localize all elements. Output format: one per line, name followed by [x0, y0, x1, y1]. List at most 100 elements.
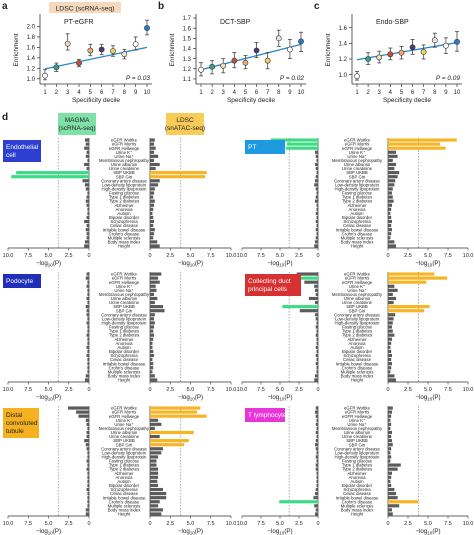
ldsc-bar: [150, 353, 155, 358]
trait-label: Irritable bowel disease: [336, 227, 379, 232]
magma-bar: [86, 487, 89, 492]
ldsc-x-tick-label: 10.0: [463, 521, 474, 527]
trait-label: Type 2 diabetes: [342, 333, 372, 338]
trait-label: Coronary artery disease: [334, 178, 380, 183]
ldsc-bar: [150, 426, 155, 430]
magma-bar: [87, 479, 89, 483]
trait-label: Schizophrenia: [343, 353, 371, 358]
magma-bar: [314, 492, 318, 496]
magma-bar: [315, 422, 318, 426]
y-tick-label: 1.4: [27, 56, 36, 62]
data-point: [64, 40, 71, 47]
trait-label: Crohn's disease: [109, 365, 140, 370]
magma-bar: [299, 309, 318, 313]
trait-label: Type 1 diabetes: [342, 329, 372, 334]
magma-bar: [86, 166, 89, 171]
magma-bar: [316, 370, 318, 374]
trait-label: eGFR Morris: [112, 142, 137, 147]
ldsc-bar: [388, 422, 392, 426]
trait-label: Crohn's disease: [342, 365, 373, 370]
magma-bar: [315, 463, 318, 467]
y-tick-label: 1.0: [339, 73, 348, 79]
magma-bar: [85, 142, 89, 146]
magma-bar: [85, 305, 89, 309]
magma-bar: [87, 475, 89, 479]
trait-label: Irritable bowel disease: [103, 361, 146, 366]
trait-label: Bipolar disorder: [109, 483, 140, 488]
ldsc-bar: [388, 362, 392, 366]
trait-label: SBP Giri: [349, 442, 365, 447]
ldsc-bar: [150, 162, 160, 167]
magma-bar: [85, 154, 89, 158]
trait-label: Type 2 diabetes: [109, 467, 139, 472]
ldsc-bar: [388, 224, 392, 228]
data-point: [365, 56, 372, 62]
ldsc-x-tick-label: 10.0: [463, 387, 474, 393]
trait-label: eGFR Morris: [112, 276, 137, 281]
trait-label: Urine Na⁺: [347, 154, 366, 159]
cell-type-badge: [245, 408, 285, 422]
ldsc-bar: [150, 337, 154, 341]
ldsc-bar: [150, 366, 154, 370]
x-tick-label: 4: [233, 90, 237, 96]
ldsc-bar: [388, 512, 393, 516]
magma-bar: [315, 166, 318, 171]
trait-label: Urine creatinine: [109, 166, 140, 171]
data-point: [253, 47, 260, 54]
magma-bar: [84, 219, 89, 224]
magma-bar: [86, 422, 89, 426]
magma-bar: [270, 138, 318, 142]
ldsc-bar: [150, 292, 155, 296]
data-point: [442, 42, 449, 49]
magma-bar: [86, 296, 89, 301]
ldsc-bar: [150, 215, 154, 220]
cell-type-badge: [3, 274, 41, 288]
ldsc-bar: [150, 146, 156, 150]
data-point: [220, 62, 227, 69]
trait-label: Low-density lipoprotein: [335, 316, 380, 321]
magma-bar: [87, 504, 89, 508]
ldsc-x-tick-label: 2.5: [166, 387, 174, 393]
trait-label: Fasting glucose: [109, 191, 140, 196]
trait-label: Fasting glucose: [342, 191, 373, 196]
x-tick-label: 5: [400, 90, 404, 96]
magma-bar: [87, 366, 89, 370]
trait-label: Fasting glucose: [342, 325, 373, 330]
trait-label: Autism: [117, 345, 131, 350]
ldsc-bar: [150, 406, 201, 410]
trait-label: Multiple sclerosis: [108, 235, 141, 240]
magma-x-tick-label: 0: [87, 387, 90, 393]
y-tick-label: 1.3: [183, 57, 192, 63]
trait-label: Autism: [350, 211, 364, 216]
magma-bar: [315, 317, 318, 321]
magma-bar: [315, 154, 318, 158]
trait-label: Urine Na⁺: [347, 288, 366, 293]
ldsc-bar: [388, 451, 391, 455]
magma-bar: [315, 362, 318, 366]
trait-label: Urine albumin: [111, 162, 138, 167]
ldsc-bar: [388, 508, 392, 512]
magma-bar: [315, 406, 318, 410]
trait-label: Type 1 diabetes: [342, 463, 372, 468]
magma-x-tick-label: 7.5: [257, 521, 265, 527]
ldsc-x-tick-label: 10.0: [463, 253, 474, 259]
magma-bar: [87, 300, 89, 305]
trait-label: Urine K⁺: [116, 284, 133, 289]
cell-type-label: convoluted: [6, 420, 38, 427]
ldsc-bar: [150, 459, 157, 463]
trait-label: Urine Na⁺: [114, 422, 133, 427]
ldsc-bar: [150, 240, 158, 244]
ldsc-bar: [388, 426, 391, 430]
trait-label: Schizophrenia: [343, 219, 371, 224]
trait-label: Urine creatinine: [342, 434, 373, 439]
x-tick-label: 9: [134, 90, 138, 96]
ldsc-bar: [150, 325, 155, 329]
x-tick-label: 9: [288, 90, 292, 96]
data-point: [409, 44, 416, 51]
ldsc-bar: [388, 232, 392, 236]
magma-bar: [315, 292, 318, 296]
magma-bar: [286, 146, 318, 150]
y-axis-label: Enrichment: [13, 33, 20, 66]
data-point: [242, 59, 249, 66]
ldsc-bar: [388, 378, 396, 382]
